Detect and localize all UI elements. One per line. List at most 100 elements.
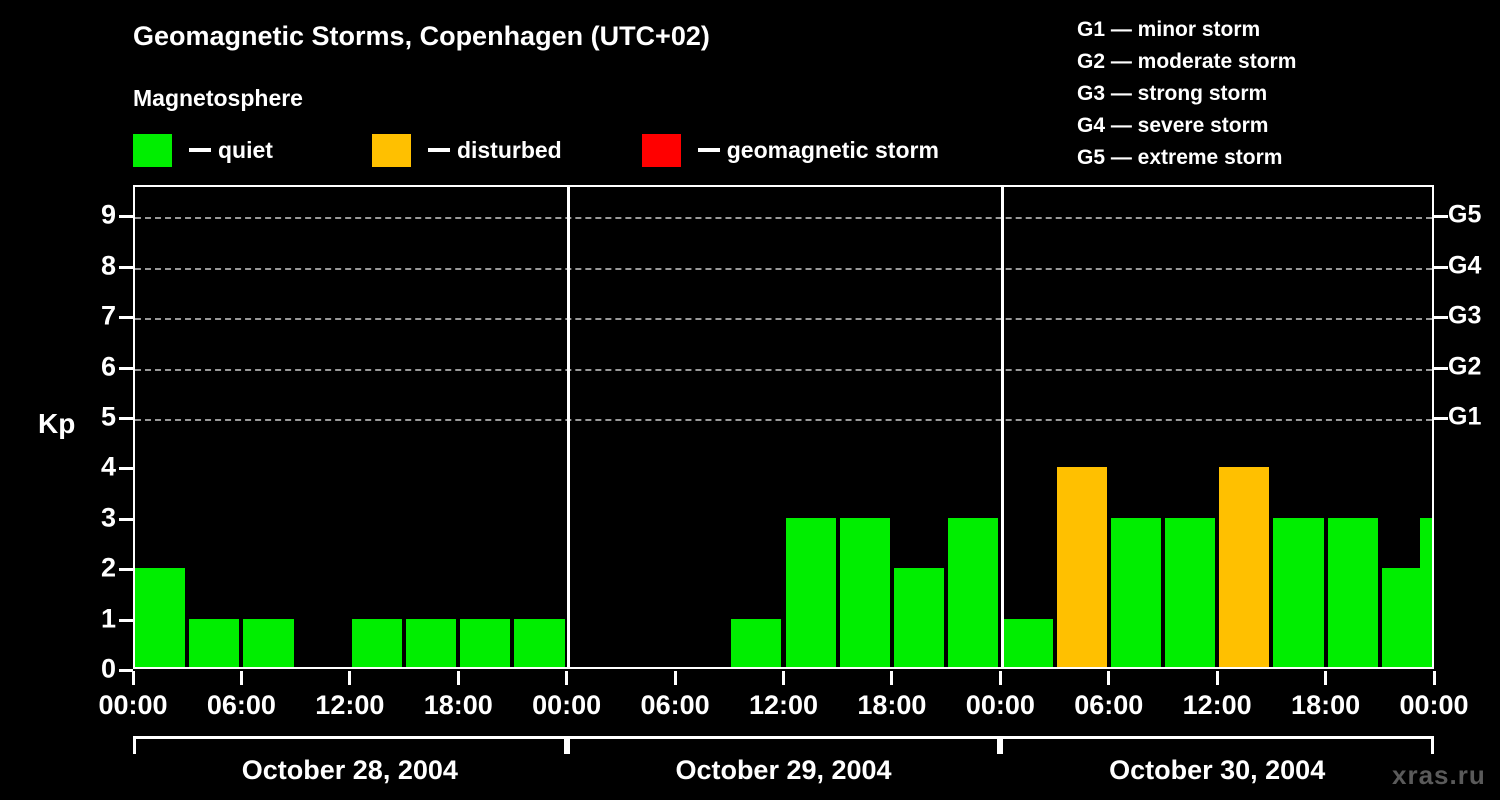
gridline-kp-6: [135, 368, 1432, 371]
g-tick-label-g3: G3: [1448, 301, 1482, 330]
bar: [948, 517, 999, 667]
g-tick-label-g5: G5: [1448, 200, 1482, 229]
x-tick-mark: [456, 671, 460, 685]
g-legend-row-g4: G4 — severe storm: [1077, 114, 1269, 137]
legend-swatch-quiet: [133, 133, 172, 167]
g-tick-mark: [1434, 366, 1448, 370]
legend-label-quiet: quiet: [218, 136, 273, 163]
bar: [1219, 467, 1270, 667]
y-tick-label-3: 3: [100, 502, 116, 533]
day-separator: [1000, 187, 1004, 667]
bar: [351, 618, 403, 667]
legend-swatch-disturbed: [371, 133, 411, 167]
x-tick-mark: [782, 671, 785, 685]
bar: [1327, 517, 1378, 667]
bar: [1002, 618, 1053, 667]
page-title: Geomagnetic Storms, Copenhagen (UTC+02): [133, 21, 710, 51]
legend-swatch-geomagnetic-storm: [641, 133, 681, 167]
bar: [514, 618, 565, 667]
y-tick-label-8: 8: [100, 250, 116, 281]
color-legend: quiet disturbed geomagnetic storm: [133, 133, 939, 167]
gridline-kp-9: [135, 217, 1432, 220]
bar: [1056, 467, 1107, 667]
x-tick-label: 06:00: [1074, 690, 1144, 720]
y-tick-mark: [119, 669, 133, 672]
g-legend-row-g5: G5 — extreme storm: [1077, 146, 1283, 169]
y-tick-mark: [119, 618, 133, 622]
bar: [1164, 517, 1216, 667]
plot-inner: [135, 187, 1432, 667]
x-tick-mark: [998, 671, 1002, 685]
bar: [406, 618, 457, 667]
y-tick-mark: [119, 366, 133, 370]
y-axis-label: Kp: [38, 408, 76, 439]
legend-entry-quiet: quiet: [133, 133, 273, 167]
g-legend-row-g1: G1 — minor storm: [1077, 18, 1261, 41]
plot-area: [133, 185, 1434, 669]
legend-entry-geomagnetic-storm: geomagnetic storm: [641, 133, 939, 167]
legend-dash-icon: [697, 148, 720, 152]
bar: [893, 568, 945, 667]
y-tick-mark: [119, 416, 133, 420]
g-tick-label-g2: G2: [1448, 352, 1482, 380]
y-tick-label-6: 6: [100, 351, 116, 381]
y-tick-label-0: 0: [100, 653, 116, 684]
bar: [243, 618, 294, 667]
bar: [731, 618, 782, 667]
day-separator: [567, 187, 571, 667]
y-tick-label-4: 4: [100, 451, 116, 482]
x-tick-label: 12:00: [1182, 690, 1252, 720]
x-tick-label: 00:00: [98, 690, 168, 720]
x-tick-label: 06:00: [206, 690, 276, 720]
y-tick-label-2: 2: [100, 552, 116, 583]
x-tick-mark: [1107, 671, 1111, 685]
date-band: [133, 736, 567, 754]
x-tick-label: 00:00: [532, 690, 602, 720]
legend-dash-icon: [189, 148, 211, 152]
x-tick-label: 06:00: [640, 690, 710, 720]
x-tick-mark: [1432, 671, 1436, 685]
x-tick-mark: [565, 671, 569, 685]
x-tick-mark: [673, 671, 677, 685]
legend-entry-disturbed: disturbed: [371, 133, 562, 167]
g-tick-mark: [1434, 316, 1448, 320]
x-tick-label: 12:00: [748, 690, 819, 720]
x-tick-label: 18:00: [1291, 690, 1361, 720]
date-label: October 28, 2004: [241, 755, 458, 785]
g-tick-label-g4: G4: [1448, 251, 1482, 280]
bar: [1420, 517, 1432, 667]
date-band: [1000, 736, 1434, 754]
x-tick-mark: [239, 671, 243, 685]
g-legend-row-g2: G2 — moderate storm: [1077, 50, 1297, 73]
g-legend-row-g3: G3 — strong storm: [1077, 82, 1268, 105]
y-tick-label-9: 9: [100, 199, 116, 230]
y-tick-label-7: 7: [100, 300, 116, 331]
x-tick-mark: [131, 671, 135, 685]
x-tick-mark: [1324, 671, 1328, 685]
g-tick-mark: [1434, 265, 1448, 269]
y-tick-mark: [119, 215, 133, 219]
y-tick-mark: [119, 467, 133, 471]
bar: [135, 568, 186, 667]
gridline-kp-8: [135, 267, 1432, 270]
bar: [189, 618, 240, 667]
x-tick-label: 00:00: [965, 690, 1035, 720]
y-tick-mark: [119, 265, 133, 269]
g-tick-label-g1: G1: [1448, 402, 1482, 431]
x-tick-mark: [1215, 671, 1219, 685]
bar: [785, 517, 836, 667]
date-label: October 29, 2004: [675, 755, 892, 785]
x-tick-label: 18:00: [857, 690, 927, 720]
y-tick-mark: [119, 316, 133, 320]
y-tick-mark: [119, 517, 133, 521]
legend-dash-icon: [427, 148, 450, 152]
subtitle: Magnetosphere: [133, 85, 303, 111]
bar: [839, 517, 890, 667]
x-tick-label: 12:00: [315, 690, 385, 720]
y-tick-mark: [119, 568, 133, 572]
legend-label-geomagnetic-storm: geomagnetic storm: [726, 136, 939, 163]
y-tick-label-5: 5: [100, 401, 116, 432]
x-tick-label: 18:00: [423, 690, 493, 720]
gridline-kp-7: [135, 318, 1432, 321]
bar: [460, 618, 511, 667]
